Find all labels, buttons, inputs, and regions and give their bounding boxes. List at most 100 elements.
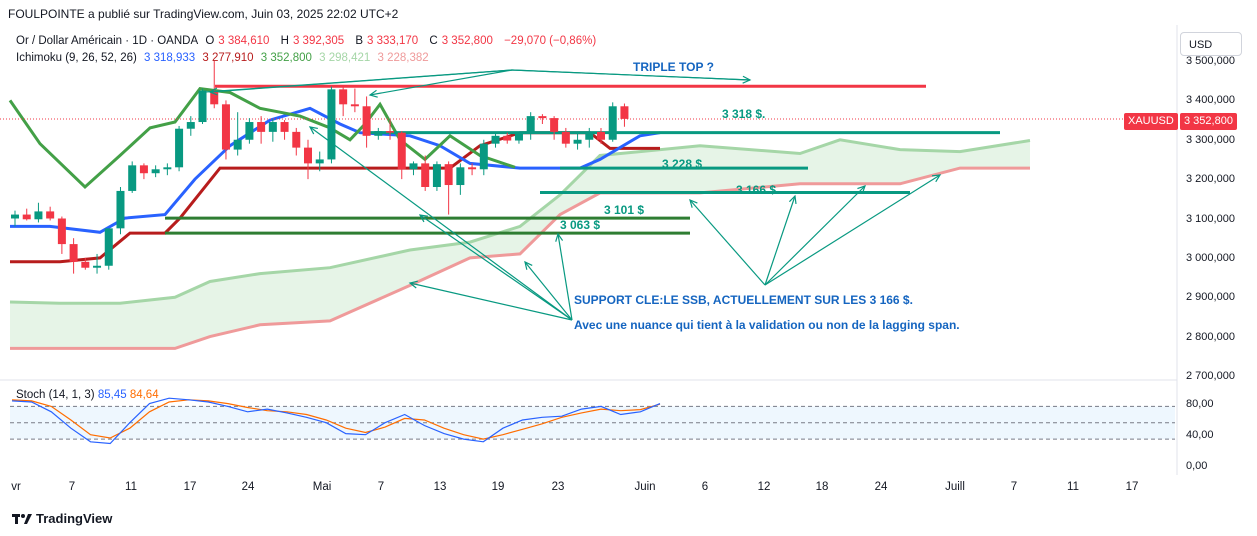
candle-body — [292, 131, 301, 148]
candle-body — [397, 132, 406, 170]
current-price-tag: 3 352,800 — [1180, 113, 1237, 130]
time-axis-label: 13 — [433, 481, 447, 493]
time-axis-label: 18 — [815, 481, 829, 493]
arrow-support-3 — [409, 282, 573, 321]
change-value: −29,070 (−0,86%) — [504, 35, 597, 47]
time-axis-label: 11 — [125, 481, 137, 493]
arrow-top-3-head — [742, 75, 752, 84]
candle-body — [514, 133, 523, 141]
candle-body — [573, 139, 582, 144]
time-axis-label: vr — [11, 481, 21, 493]
price-axis-label: 3 000,000 — [1186, 252, 1235, 264]
candle-body — [233, 139, 242, 150]
candle-body — [421, 163, 430, 187]
price-axis-label: 2 900,000 — [1186, 291, 1235, 304]
candle-body — [456, 167, 465, 186]
time-axis-label: 23 — [551, 481, 565, 493]
candle-body — [479, 143, 488, 170]
time-axis-label: 6 — [701, 481, 709, 493]
arrow-support-2-head — [524, 260, 533, 270]
arrow-support-4-head — [555, 232, 564, 242]
symbol-price-tag: XAUUSD — [1124, 113, 1178, 130]
support-note: Avec une nuance qui tient à la validatio… — [574, 318, 960, 332]
candle-body — [93, 265, 102, 268]
arrow-top-3 — [511, 69, 751, 81]
arrow-support-0-head — [308, 126, 318, 135]
arrow-top-2 — [369, 69, 513, 96]
time-axis-label: 7 — [68, 481, 76, 493]
price-axis-label: 3 300,000 — [1186, 133, 1235, 146]
candle-body — [34, 211, 43, 220]
candle-body — [116, 190, 125, 229]
stoch-k-line — [11, 397, 661, 445]
ichimoku-legend: Ichimoku (9, 26, 52, 26) 3 318,933 3 277… — [16, 52, 433, 64]
candle-body — [69, 244, 78, 262]
stoch-d-value: 84,64 — [129, 389, 159, 401]
candle-body — [128, 165, 137, 191]
candle-body — [561, 131, 570, 144]
support-title: SUPPORT CLE:LE SSB, ACTUELLEMENT SUR LES… — [574, 293, 913, 307]
candle-body — [198, 90, 207, 123]
kumo-cloud — [10, 139, 1030, 349]
candle-body — [374, 131, 383, 136]
ichimoku-label[interactable]: Ichimoku (9, 26, 52, 26) — [16, 52, 137, 64]
candle-body — [175, 128, 184, 168]
candle-body — [104, 228, 113, 266]
stoch-label[interactable]: Stoch (14, 1, 3) — [16, 389, 95, 401]
time-axis-label: 24 — [874, 481, 888, 493]
time-axis-label: Juill — [945, 481, 965, 493]
arrow-ssb-1 — [764, 195, 796, 286]
ichimoku-ssb: 3 228,382 — [377, 52, 429, 64]
arrow-support-1-head — [418, 214, 428, 223]
time-axis-label: 7 — [1010, 481, 1018, 493]
time-axis-label: 17 — [1125, 481, 1139, 493]
tradingview-icon — [12, 513, 32, 524]
candle-body — [538, 116, 547, 119]
candle-body — [526, 116, 535, 134]
candle-body — [46, 211, 55, 219]
stoch-legend: Stoch (14, 1, 3) 85,45 84,64 — [16, 389, 159, 401]
time-axis-label: 12 — [757, 481, 771, 493]
candle-body — [151, 169, 160, 174]
arrow-ssb-1-head — [788, 194, 797, 205]
candle-body — [11, 214, 19, 219]
candle-body — [597, 131, 605, 140]
currency-button[interactable]: USD — [1180, 32, 1242, 56]
candle-body — [432, 164, 441, 187]
candle-body — [186, 122, 195, 129]
candle-body — [620, 106, 629, 119]
arrow-support-2 — [524, 261, 573, 321]
candle-body — [315, 159, 324, 164]
tradingview-logo[interactable]: TradingView — [12, 511, 112, 526]
candle-body — [339, 89, 348, 105]
arrow-support-1 — [419, 214, 573, 321]
stoch-axis-label: 80,00 — [1186, 398, 1214, 410]
price-axis-label: 2 800,000 — [1186, 330, 1235, 343]
arrow-top-1 — [209, 69, 513, 93]
level-3166-label: 3 166 $ — [736, 183, 777, 197]
candle-body — [350, 104, 359, 107]
lagging-span-line — [8, 86, 516, 190]
price-axis-label: 3 400,000 — [1186, 94, 1235, 107]
candle-body — [22, 214, 31, 220]
time-axis-label: 7 — [377, 481, 385, 493]
stoch-k-value: 85,45 — [97, 389, 127, 401]
triple-top-label: TRIPLE TOP ? — [633, 60, 714, 74]
time-axis-label: 19 — [491, 481, 505, 493]
candle-body — [327, 89, 336, 160]
arrow-ssb-0 — [689, 199, 766, 286]
candle-body — [257, 122, 266, 132]
candle-body — [280, 122, 289, 132]
candle-body — [468, 167, 477, 170]
arrow-ssb-3-head — [931, 174, 942, 183]
symbol-label[interactable]: Or / Dollar Américain · 1D · OANDA — [16, 35, 199, 47]
price-axis-label: 3 100,000 — [1186, 212, 1235, 225]
brand-text: TradingView — [36, 511, 113, 526]
time-axis-label: 24 — [241, 481, 255, 493]
arrow-ssb-2-head — [857, 185, 866, 194]
ichimoku-kijun: 3 277,910 — [202, 52, 254, 64]
